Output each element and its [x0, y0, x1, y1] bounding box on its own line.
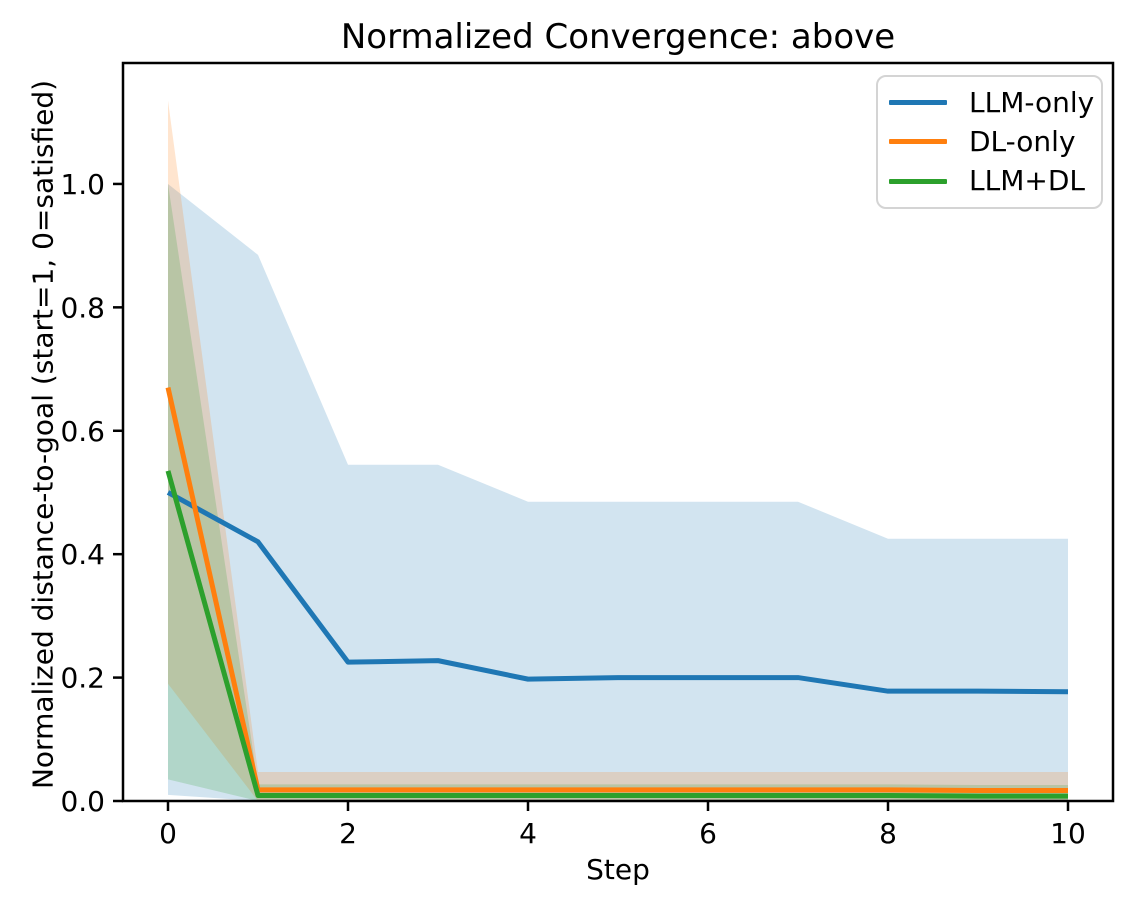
legend: LLM-only DL-only LLM+DL — [876, 75, 1103, 209]
y-tick-label: 0.8 — [60, 291, 105, 324]
y-tick-label: 0.0 — [60, 785, 105, 818]
legend-item-llm-only: LLM-only — [878, 83, 1101, 122]
y-tick-label: 0.4 — [60, 538, 105, 571]
legend-item-llm-dl: LLM+DL — [878, 162, 1101, 201]
llm-only-line-swatch — [889, 100, 947, 106]
x-tick-label: 4 — [519, 817, 537, 850]
y-tick-label: 1.0 — [60, 168, 105, 201]
legend-label: LLM+DL — [969, 164, 1085, 198]
x-tick-label: 2 — [339, 817, 357, 850]
line-llm-dl — [165, 470, 1068, 799]
legend-label: DL-only — [969, 124, 1076, 158]
x-tick-label: 8 — [879, 817, 897, 850]
legend-item-dl-only: DL-only — [878, 122, 1101, 161]
x-axis-label: Step — [586, 853, 650, 886]
line-dl-only — [165, 387, 1068, 794]
y-tick-label: 0.2 — [60, 662, 105, 695]
x-tick-label: 0 — [159, 817, 177, 850]
llm-dl-line-swatch — [889, 178, 947, 184]
x-tick-label: 6 — [699, 817, 717, 850]
legend-label: LLM-only — [969, 85, 1095, 119]
band-llm-only — [168, 183, 1068, 802]
y-tick-label: 0.6 — [60, 415, 105, 448]
chart-title: Normalized Convergence: above — [340, 17, 896, 57]
line-llm-only — [166, 490, 1069, 695]
dl-only-line-swatch — [889, 139, 947, 145]
x-tick-label: 10 — [1050, 817, 1086, 850]
